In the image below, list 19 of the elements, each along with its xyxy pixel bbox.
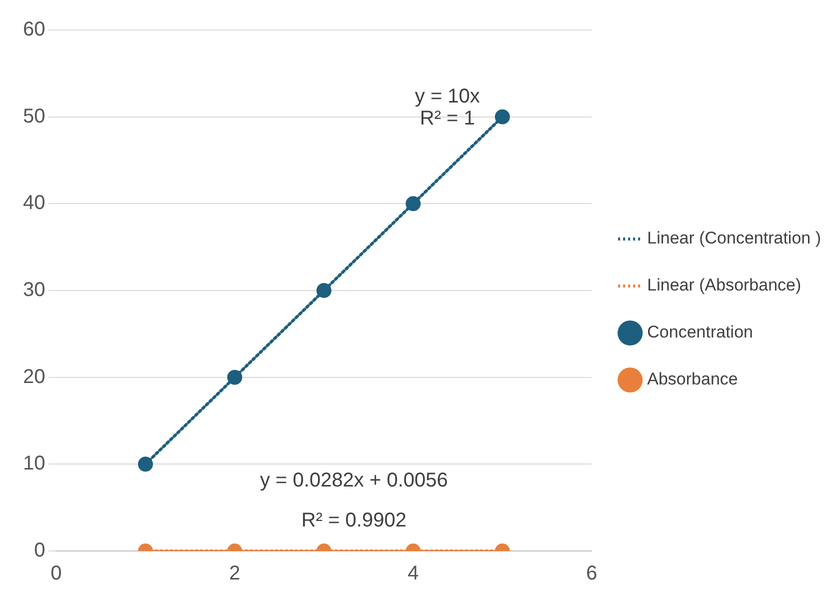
x-tick-label: 4 xyxy=(408,562,419,585)
annotation: y = 0.0282x + 0.0056 xyxy=(260,470,448,492)
y-tick-label: 40 xyxy=(22,192,46,214)
legend-label: Concentration xyxy=(647,322,753,342)
x-tick-label: 0 xyxy=(50,562,62,585)
x-tick-label: 6 xyxy=(586,562,598,585)
y-tick-label: 10 xyxy=(22,452,46,475)
y-tick-label: 30 xyxy=(22,279,46,302)
annotation: R² = 1 xyxy=(420,107,475,130)
y-tick-label: 50 xyxy=(22,105,46,128)
y-tick-label: 20 xyxy=(22,366,46,388)
annotation: R² = 0.9902 xyxy=(301,510,406,532)
y-tick-label: 0 xyxy=(34,540,46,562)
annotation: y = 10x xyxy=(414,85,480,108)
legend-label: Linear (Concentration ) xyxy=(647,228,822,248)
y-tick-label: 60 xyxy=(22,18,46,41)
legend-label: Absorbance xyxy=(647,370,738,389)
x-tick-label: 2 xyxy=(229,562,240,585)
legend-label: Linear (Absorbance) xyxy=(647,276,802,295)
